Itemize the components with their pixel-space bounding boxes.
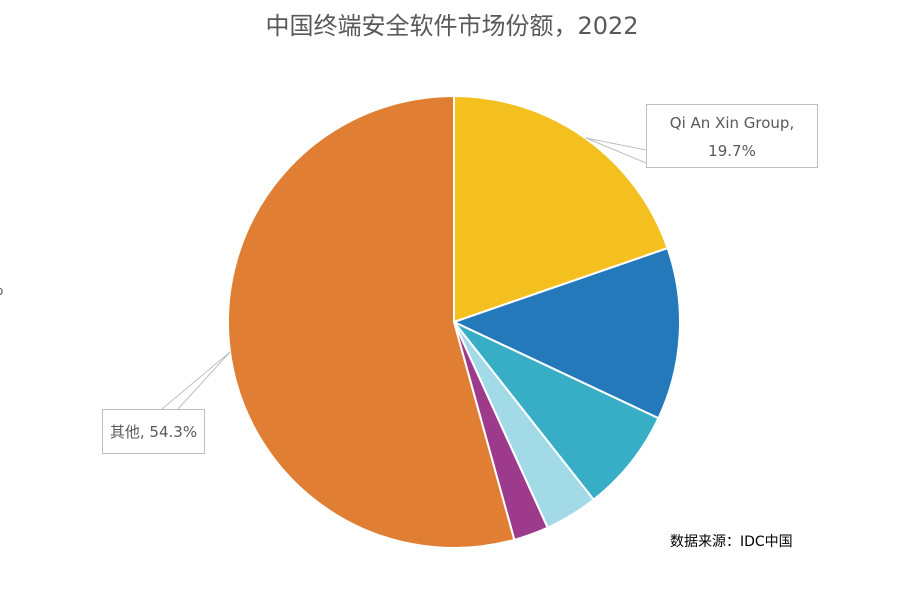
data-label-other: 其他, 54.3% [102,409,205,454]
pie-slice-2 [451,246,681,420]
data-label-qi-an-xin: Qi An Xin Group, 19.7% [646,104,818,168]
cropped-left-label: o [0,284,3,298]
source-note: 数据来源：IDC中国 [670,534,793,550]
chart-title: 中国终端安全软件市场份额，2022 [265,12,639,40]
leader-line-qax-2 [585,137,647,164]
leader-line-other-2 [177,351,231,410]
pie-slice-1 [453,94,669,324]
leader-line-qax [585,137,647,151]
data-label-qi-an-xin-name: Qi An Xin Group, [669,114,795,132]
leader-line-other [161,351,231,410]
data-label-qi-an-xin-value: 19.7% [708,142,756,160]
pie-slice-3 [453,321,660,502]
